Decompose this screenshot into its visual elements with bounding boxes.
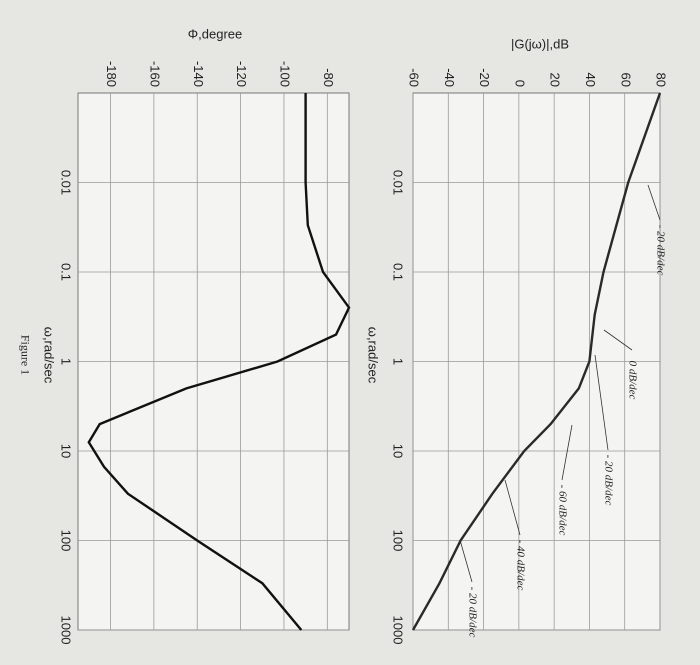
y-tick-label: -100 xyxy=(278,61,293,87)
y-tick-label: 20 xyxy=(548,73,563,87)
annotation-arrow xyxy=(504,479,521,536)
annotation-arrow xyxy=(647,184,661,221)
x-axis-label: ω,rad/sec xyxy=(42,327,57,384)
curve xyxy=(87,93,351,631)
caption: Figure 1 xyxy=(18,335,32,375)
y-tick-label: -60 xyxy=(407,68,422,87)
annotation-arrow xyxy=(561,424,573,481)
annotation: - 20 dB/dec xyxy=(654,225,666,276)
annotation-arrow xyxy=(603,329,633,351)
y-tick-label: -20 xyxy=(477,68,492,87)
y-tick-label: 40 xyxy=(583,73,598,87)
annotation-arrow xyxy=(594,354,609,451)
y-tick-label: -140 xyxy=(191,61,206,87)
x-tick-label: 0.01 xyxy=(391,170,406,195)
x-tick-label: 100 xyxy=(391,530,406,552)
rotated-figure: 0.01 0.1 1 10 100 1000 -60 -40 -20 0 20 40 60 80 ω,rad… xyxy=(18,26,668,644)
y-tick-label: 80 xyxy=(654,73,669,87)
x-tick-label: 10 xyxy=(59,444,74,458)
annotation: - 20 dB/dec xyxy=(602,455,614,506)
x-tick-label: 0.01 xyxy=(59,170,74,195)
y-tick-label: -120 xyxy=(234,61,249,87)
x-tick-label: 0.1 xyxy=(391,263,406,281)
y-axis-label: |G(jω)|,dB xyxy=(511,36,569,51)
curve xyxy=(411,92,662,631)
y-tick-label: -160 xyxy=(147,61,162,87)
x-tick-label: 100 xyxy=(59,530,74,552)
y-tick-label: 60 xyxy=(618,73,633,87)
x-tick-label: 10 xyxy=(391,444,406,458)
y-tick-label: 0 xyxy=(512,80,527,87)
x-tick-label: 1 xyxy=(59,358,74,365)
x-tick-label: 1000 xyxy=(59,616,74,645)
annotation: - 40 dB/dec xyxy=(514,540,526,591)
annotation-arrow xyxy=(459,539,473,583)
y-tick-label: -80 xyxy=(321,68,336,87)
annotation: 0 dB/dec xyxy=(626,361,638,400)
y-tick-label: -180 xyxy=(104,61,119,87)
y-axis-label: Φ,degree xyxy=(188,26,242,41)
x-axis-label: ω,rad/sec xyxy=(366,327,381,384)
x-tick-label: 1000 xyxy=(391,616,406,645)
annotation: - 60 dB/dec xyxy=(556,485,568,536)
x-tick-label: 1 xyxy=(391,358,406,365)
y-tick-label: -40 xyxy=(442,68,457,87)
x-tick-label: 0.1 xyxy=(59,263,74,281)
annotation: - 20 dB/dec xyxy=(466,587,478,638)
